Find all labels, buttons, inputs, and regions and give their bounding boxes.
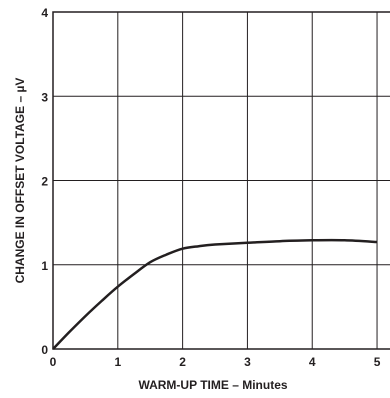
series-line [52, 238, 378, 350]
x-tick-labels: 0 1 2 3 4 5 [50, 355, 381, 369]
y-axis-title: CHANGE IN OFFSET VOLTAGE – µV [13, 78, 27, 284]
y-tick-label: 1 [41, 259, 48, 273]
series-layer [52, 238, 378, 350]
y-tick-label: 0 [41, 343, 48, 357]
x-tick-label: 4 [309, 355, 316, 369]
y-tick-label: 4 [41, 6, 48, 20]
y-tick-label: 3 [41, 90, 48, 104]
plot-frame [52, 11, 390, 350]
x-tick-label: 2 [179, 355, 186, 369]
x-tick-label: 0 [50, 355, 57, 369]
x-tick-label: 3 [244, 355, 251, 369]
x-axis-title: WARM-UP TIME – Minutes [138, 378, 287, 392]
x-tick-label: 1 [114, 355, 121, 369]
grid [53, 12, 390, 349]
y-tick-labels: 0 1 2 3 4 [41, 6, 48, 357]
y-tick-label: 2 [41, 175, 48, 189]
x-tick-label: 5 [374, 355, 381, 369]
